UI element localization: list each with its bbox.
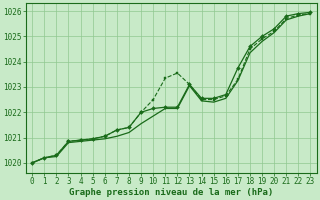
X-axis label: Graphe pression niveau de la mer (hPa): Graphe pression niveau de la mer (hPa)	[69, 188, 274, 197]
